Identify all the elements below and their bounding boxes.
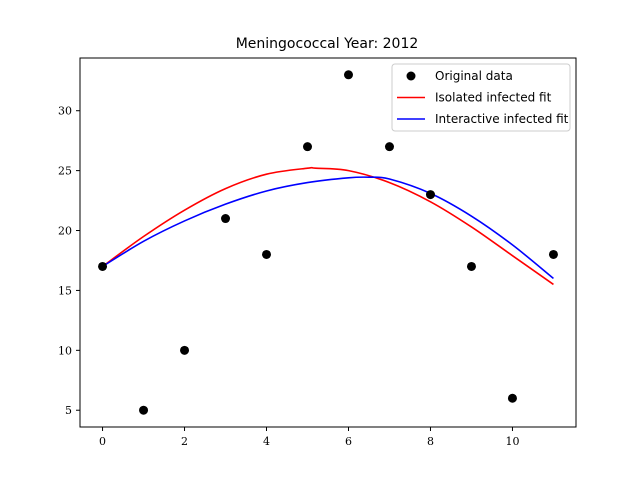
- series-layer: [98, 70, 558, 415]
- y-tick-label: 20: [58, 225, 72, 238]
- data-point: [98, 261, 108, 271]
- y-tick-label: 15: [58, 284, 72, 297]
- series-line-interactive-fit: [102, 176, 554, 280]
- x-tick-label: 0: [99, 435, 106, 448]
- legend-marker: [406, 71, 416, 81]
- y-axis: 5 10 15 20 25 30: [58, 105, 80, 417]
- data-point: [139, 405, 149, 415]
- legend: Original data Isolated infected fit Intera…: [391, 63, 571, 132]
- y-tick-label: 5: [65, 404, 72, 417]
- legend-label: Original data: [435, 69, 513, 83]
- chart-title: Meningococcal Year: 2012: [236, 36, 419, 52]
- legend-label: Interactive infected fit: [435, 112, 569, 126]
- data-point: [384, 142, 394, 152]
- x-tick-label: 10: [505, 435, 519, 448]
- data-point: [548, 249, 558, 259]
- y-tick-label: 25: [58, 165, 72, 178]
- data-point: [221, 214, 231, 224]
- data-point: [180, 345, 190, 355]
- y-tick-label: 30: [58, 105, 72, 118]
- data-point: [262, 249, 272, 259]
- x-tick-label: 2: [181, 435, 188, 448]
- legend-label: Isolated infected fit: [435, 91, 552, 105]
- y-tick-label: 10: [58, 344, 72, 357]
- legend-box: [391, 63, 571, 132]
- plot-area: [79, 57, 577, 428]
- x-tick-label: 6: [345, 435, 352, 448]
- data-point: [466, 261, 476, 271]
- data-point: [303, 142, 313, 152]
- data-point: [343, 70, 353, 80]
- x-tick-label: 4: [263, 435, 270, 448]
- data-point: [425, 190, 435, 200]
- x-tick-label: 8: [427, 435, 434, 448]
- data-point: [507, 393, 517, 403]
- series-line-isolated-fit: [102, 166, 554, 286]
- x-axis: 0 2 4 6 8 10: [99, 427, 519, 448]
